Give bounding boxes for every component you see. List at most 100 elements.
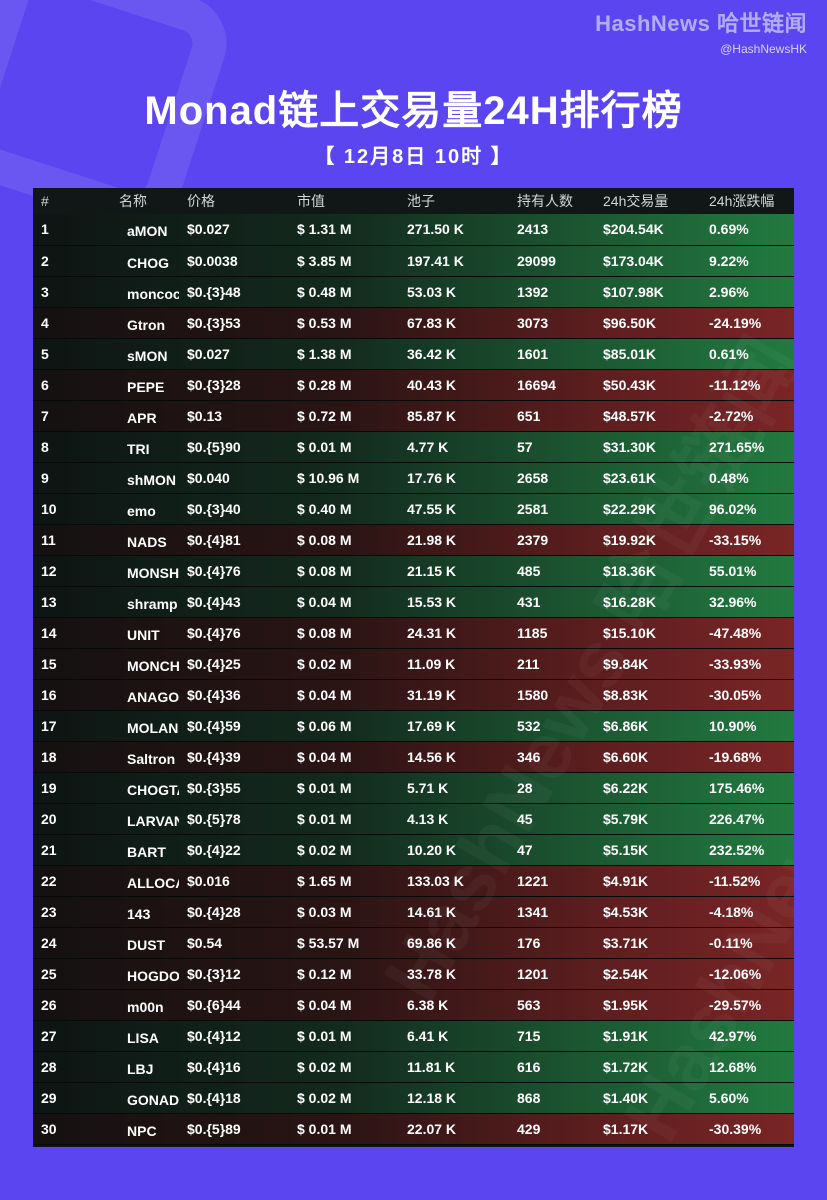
volume-cell: $1.40K [603, 1089, 649, 1106]
table-row: 25 HOGDOG $0.{3}12 $ 0.12 M 33.78 K 1201 $2.54… [33, 958, 794, 989]
market-cap-cell: $ 0.02 M [297, 655, 352, 672]
rank-cell: 20 [41, 810, 57, 827]
change-cell: 96.02% [709, 500, 757, 517]
token-name-cell: PEPE [127, 378, 165, 395]
pool-cell: 12.18 K [407, 1089, 457, 1106]
table-row: 16 ANAGO $0.{4}36 $ 0.04 M 31.19 K 1580 $8.83K… [33, 679, 794, 710]
volume-cell: $48.57K [603, 407, 656, 424]
price-cell: $0.016 [187, 872, 230, 889]
holders-cell: 57 [517, 438, 533, 455]
change-cell: -33.15% [709, 531, 762, 548]
rank-cell: 7 [41, 407, 49, 424]
volume-cell: $4.91K [603, 872, 649, 889]
change-cell: -12.06% [709, 965, 762, 982]
volume-cell: $22.29K [603, 500, 656, 517]
pool-cell: 17.69 K [407, 717, 457, 734]
pool-cell: 36.42 K [407, 345, 457, 362]
table-row: 6 PEPE $0.{3}28 $ 0.28 M 40.43 K 16694 $50.43K… [33, 369, 794, 400]
holders-cell: 485 [517, 562, 541, 579]
volume-cell: $1.91K [603, 1027, 649, 1044]
table-row: 21 BART $0.{4}22 $ 0.02 M 10.20 K 47 $5.15K 232… [33, 834, 794, 865]
holders-cell: 176 [517, 934, 541, 951]
change-cell: -19.68% [709, 748, 762, 765]
holders-cell: 16694 [517, 376, 556, 393]
table-row: 13 shramp $0.{4}43 $ 0.04 M 15.53 K 431 $16.28… [33, 586, 794, 617]
rank-cell: 30 [41, 1120, 57, 1137]
pool-cell: 6.41 K [407, 1027, 449, 1044]
holders-cell: 3073 [517, 314, 549, 331]
brand-name: HashNews 哈世链闻 [595, 11, 807, 36]
holders-cell: 47 [517, 841, 533, 858]
price-cell: $0.{4}59 [187, 717, 241, 734]
market-cap-cell: $ 0.04 M [297, 686, 352, 703]
table-row: 28 LBJ $0.{4}16 $ 0.02 M 11.81 K 616 $1.72K 12.… [33, 1051, 794, 1082]
market-cap-cell: $ 0.53 M [297, 314, 352, 331]
rank-cell: 19 [41, 779, 57, 796]
market-cap-cell: $ 0.03 M [297, 903, 352, 920]
table-row: 18 Saltron $0.{4}39 $ 0.04 M 14.56 K 346 $6.60… [33, 741, 794, 772]
pool-cell: 14.56 K [407, 748, 457, 765]
table-row: 7 APR $0.13 $ 0.72 M 85.87 K 651 $48.57K -2.72% [33, 400, 794, 431]
rank-cell: 5 [41, 345, 49, 362]
table-row: 22 ALLOCA $0.016 $ 1.65 M 133.03 K 1221 $4.91K… [33, 865, 794, 896]
volume-cell: $5.79K [603, 810, 649, 827]
price-cell: $0.027 [187, 345, 230, 362]
price-cell: $0.{4}36 [187, 686, 241, 703]
change-cell: -11.52% [709, 872, 761, 889]
token-name-cell: DUST [127, 936, 166, 953]
holders-cell: 1185 [517, 624, 548, 641]
volume-cell: $1.95K [603, 996, 649, 1013]
holders-cell: 1221 [517, 872, 549, 889]
table-row: 23 143 $0.{4}28 $ 0.03 M 14.61 K 1341 $4.53K -4… [33, 896, 794, 927]
table-body: 1 aMON $0.027 $ 1.31 M 271.50 K 2413 $204.54K 0… [33, 214, 794, 1144]
rank-cell: 12 [41, 562, 57, 579]
price-cell: $0.{5}89 [187, 1120, 241, 1137]
token-name-cell: NADS [127, 533, 167, 550]
price-cell: $0.{3}53 [187, 314, 241, 331]
table-row: 30 NPC $0.{5}89 $ 0.01 M 22.07 K 429 $1.17K -30… [33, 1113, 794, 1144]
change-cell: 32.96% [709, 593, 757, 610]
market-cap-cell: $ 0.06 M [297, 717, 352, 734]
rank-cell: 16 [41, 686, 57, 703]
holders-cell: 2581 [517, 500, 549, 517]
token-name-cell: CHOGTARD [127, 781, 179, 798]
price-cell: $0.{3}55 [187, 779, 241, 796]
pool-cell: 85.87 K [407, 407, 457, 424]
volume-cell: $4.53K [603, 903, 649, 920]
pool-cell: 14.61 K [407, 903, 457, 920]
price-cell: $0.{4}18 [187, 1089, 241, 1106]
price-cell: $0.{3}12 [187, 965, 241, 982]
holders-cell: 29099 [517, 252, 556, 269]
token-name-cell: UNIT [127, 626, 160, 643]
pool-cell: 197.41 K [407, 252, 464, 269]
price-cell: $0.{4}39 [187, 748, 241, 765]
holders-cell: 28 [517, 779, 533, 796]
price-cell: $0.{4}76 [187, 624, 241, 641]
change-cell: 10.90% [709, 717, 757, 734]
brand-handle: @HashNewsHK [720, 42, 807, 56]
price-cell: $0.{3}28 [187, 376, 241, 393]
brand-block: HashNews 哈世链闻 @HashNewsHK [595, 6, 807, 56]
change-cell: -4.18% [709, 903, 754, 920]
table-row: 24 DUST $0.54 $ 53.57 M 69.86 K 176 $3.71K -0.1… [33, 927, 794, 958]
market-cap-cell: $ 0.12 M [297, 965, 352, 982]
pool-cell: 17.76 K [407, 469, 457, 486]
change-cell: 42.97% [709, 1027, 757, 1044]
rank-cell: 8 [41, 438, 49, 455]
header-name: 名称 [119, 193, 147, 209]
table-row: 20 LARVANAD $0.{5}78 $ 0.01 M 4.13 K 45 $5.79K… [33, 803, 794, 834]
holders-cell: 1392 [517, 283, 549, 300]
price-cell: $0.0038 [187, 252, 238, 269]
change-cell: -24.19% [709, 314, 762, 331]
token-name-cell: TRI [127, 440, 150, 457]
market-cap-cell: $ 0.01 M [297, 438, 352, 455]
market-cap-cell: $ 0.48 M [297, 283, 352, 300]
market-cap-cell: $ 0.02 M [297, 1089, 352, 1106]
change-cell: 9.22% [709, 252, 749, 269]
volume-cell: $5.15K [603, 841, 649, 858]
table-row: 3 moncock $0.{3}48 $ 0.48 M 53.03 K 1392 $107.… [33, 276, 794, 307]
holders-cell: 2379 [517, 531, 549, 548]
market-cap-cell: $ 0.28 M [297, 376, 352, 393]
rank-cell: 3 [41, 283, 49, 300]
rank-cell: 13 [41, 593, 57, 610]
